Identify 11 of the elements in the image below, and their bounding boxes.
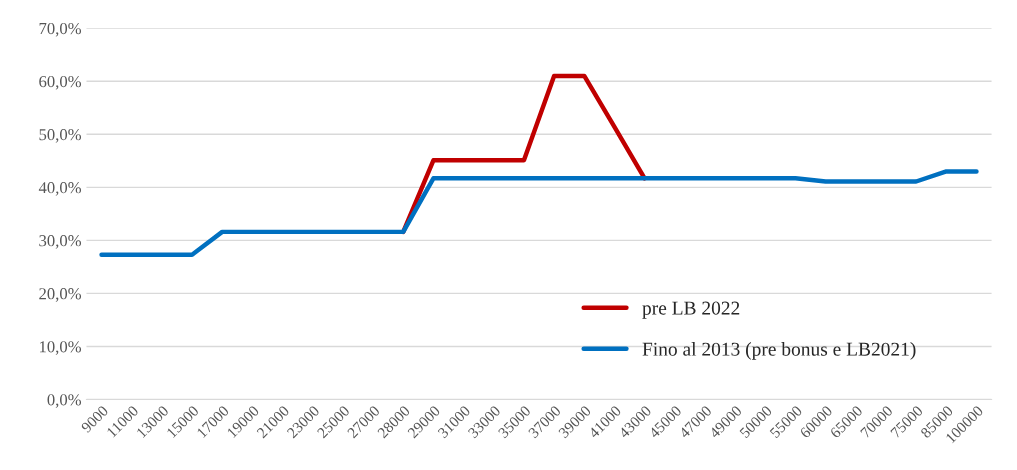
y-tick-label: 20,0% (39, 288, 82, 302)
y-tick-label: 70,0% (39, 22, 82, 37)
y-tick-label: 0,0% (47, 394, 82, 408)
legend-label: pre LB 2022 (642, 301, 740, 319)
y-tick-label: 10,0% (40, 341, 82, 355)
y-tick-label: 50,0% (39, 128, 82, 143)
legend-label: Fino al 2013 (pre bonus e LB2021) (642, 342, 916, 360)
y-tick-label: 60,0% (39, 75, 82, 90)
y-tick-label: 30,0% (39, 235, 82, 249)
line-series (99, 169, 979, 257)
y-tick-label: 40,0% (38, 182, 82, 196)
